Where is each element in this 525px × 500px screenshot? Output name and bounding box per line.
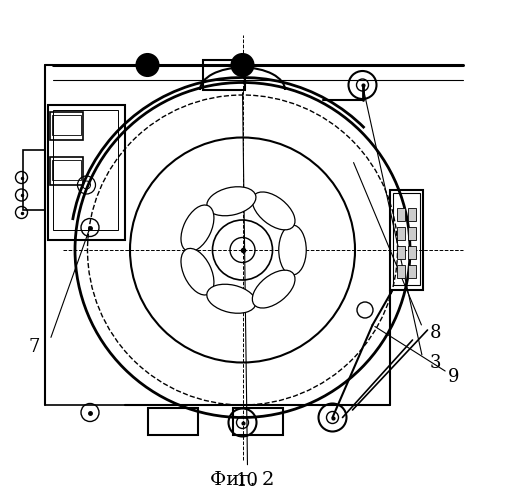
Bar: [396, 246, 404, 258]
Ellipse shape: [207, 284, 256, 314]
Bar: [203, 60, 245, 90]
Circle shape: [136, 54, 159, 76]
Bar: [393, 192, 420, 285]
Text: 8: 8: [430, 324, 442, 342]
Text: 7: 7: [29, 338, 40, 356]
Ellipse shape: [253, 192, 295, 230]
Bar: [396, 226, 404, 239]
Bar: [51, 160, 80, 180]
Bar: [50, 112, 82, 140]
Bar: [407, 226, 415, 239]
Bar: [52, 110, 118, 230]
Text: Фиг. 2: Фиг. 2: [211, 471, 275, 489]
Ellipse shape: [253, 270, 295, 308]
Bar: [407, 246, 415, 258]
Bar: [390, 190, 423, 290]
Text: 9: 9: [447, 368, 459, 386]
Bar: [407, 208, 415, 220]
Bar: [50, 158, 82, 185]
Bar: [396, 264, 404, 278]
Text: 10: 10: [236, 472, 259, 490]
Bar: [23, 150, 45, 210]
Ellipse shape: [181, 248, 214, 295]
Bar: [51, 115, 80, 135]
Circle shape: [232, 54, 254, 76]
Bar: [396, 208, 404, 220]
Bar: [407, 264, 415, 278]
Bar: [148, 408, 197, 435]
Ellipse shape: [181, 205, 214, 252]
Bar: [233, 408, 282, 435]
Ellipse shape: [279, 225, 306, 275]
Bar: [47, 105, 125, 240]
Text: 3: 3: [430, 354, 442, 372]
Ellipse shape: [207, 186, 256, 216]
